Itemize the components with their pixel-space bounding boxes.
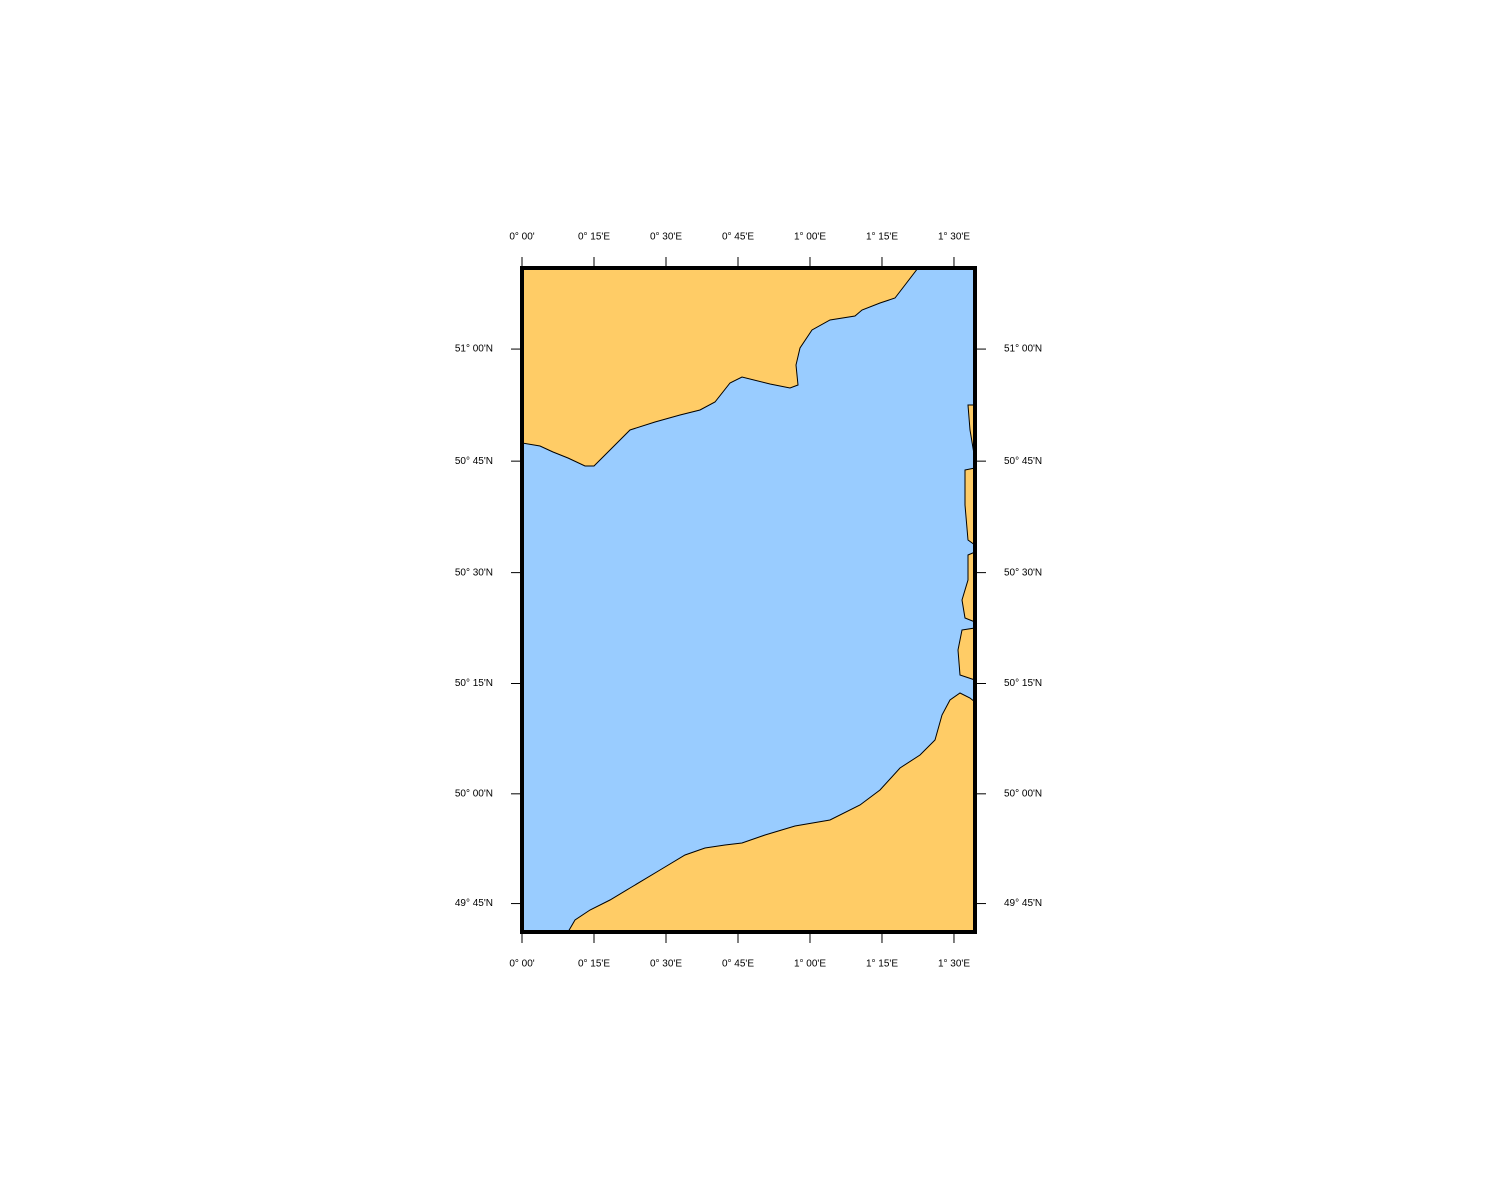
england-coast — [521, 267, 920, 467]
y-tick-label: 51° 00'N — [455, 344, 493, 355]
y-tick-label: 50° 45'N — [1004, 456, 1042, 467]
y-tick-label: 50° 30'N — [455, 567, 493, 578]
y-tick-label: 51° 00'N — [1004, 344, 1042, 355]
frame-band — [520, 930, 977, 934]
x-tick-label: 1° 00'E — [794, 232, 826, 243]
x-tick-label: 0° 00' — [509, 232, 534, 243]
x-tick-label: 0° 45'E — [722, 959, 754, 970]
y-tick-label: 50° 15'N — [1004, 678, 1042, 689]
x-tick-label: 1° 15'E — [866, 232, 898, 243]
frame-band — [520, 266, 524, 934]
x-tick-label: 0° 00' — [509, 959, 534, 970]
france-coast — [567, 692, 976, 933]
y-tick-label: 50° 15'N — [455, 678, 493, 689]
x-tick-label: 0° 30'E — [650, 232, 682, 243]
x-tick-label: 1° 30'E — [938, 959, 970, 970]
x-tick-label: 0° 15'E — [578, 959, 610, 970]
y-tick-label: 50° 30'N — [1004, 567, 1042, 578]
y-tick-label: 49° 45'N — [1004, 898, 1042, 909]
y-tick-label: 50° 00'N — [1004, 788, 1042, 799]
x-tick-label: 0° 30'E — [650, 959, 682, 970]
x-tick-label: 0° 15'E — [578, 232, 610, 243]
y-tick-label: 50° 00'N — [455, 788, 493, 799]
coast-fragment — [957, 627, 976, 681]
x-tick-label: 0° 45'E — [722, 232, 754, 243]
frame-band — [520, 266, 977, 270]
x-tick-label: 1° 30'E — [938, 232, 970, 243]
x-tick-label: 1° 15'E — [866, 959, 898, 970]
y-tick-label: 49° 45'N — [455, 898, 493, 909]
frame-band — [973, 266, 977, 934]
y-tick-label: 50° 45'N — [455, 456, 493, 467]
x-tick-label: 1° 00'E — [794, 959, 826, 970]
